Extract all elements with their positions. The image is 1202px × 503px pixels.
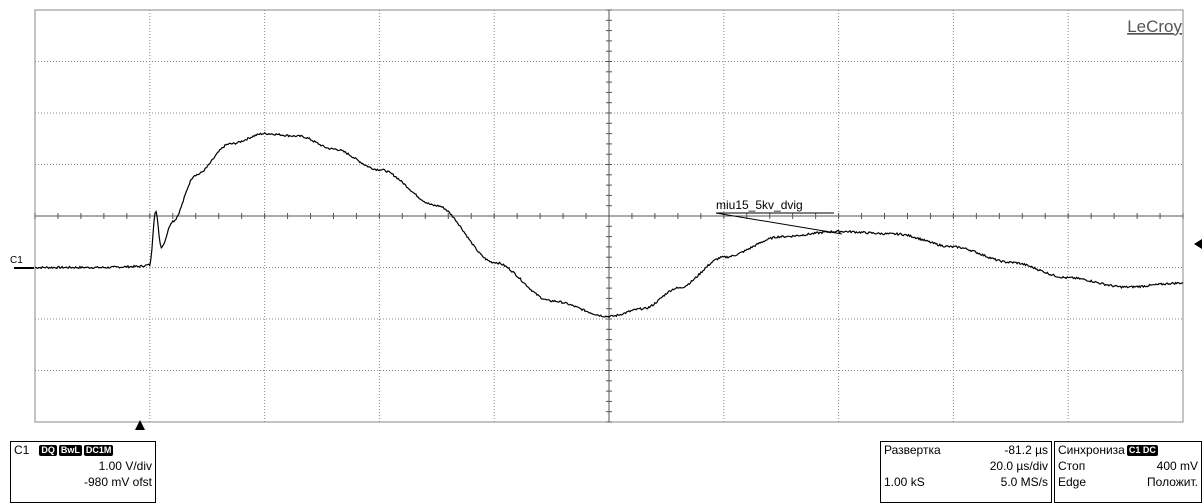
trigger-type: Edge <box>1058 475 1087 489</box>
timebase-sample-rate: 5.0 MS/s <box>1000 475 1048 489</box>
timebase-delay: -81.2 µs <box>1004 443 1048 457</box>
graticule-ticks <box>34 9 1184 423</box>
channel-name: C1 <box>14 443 30 457</box>
trigger-label: Синхрониза <box>1058 443 1125 457</box>
trigger-position-marker[interactable] <box>135 420 145 430</box>
trigger-level-marker[interactable] <box>1194 239 1202 249</box>
timebase-label: Развертка <box>884 443 941 457</box>
timebase-panel[interactable]: Развертка -81.2 µs 20.0 µs/div 1.00 kS 5… <box>880 441 1052 503</box>
trigger-source-badge: C1 DC <box>1126 444 1158 456</box>
timebase-samples: 1.00 kS <box>884 475 925 489</box>
channel-badge-coupling: DC1M <box>83 444 114 456</box>
trigger-level: 400 mV <box>1156 459 1198 473</box>
channel-offset: -980 mV ofst <box>83 475 152 489</box>
channel-scale: 1.00 V/div <box>98 459 152 473</box>
brand-logo: LeCroy <box>1127 17 1182 36</box>
channel-badge-bwl: BwL <box>58 444 82 456</box>
oscilloscope-display: miu15_5kv_dvig LeCroy C1 <box>10 9 1202 430</box>
annotation-label: miu15_5kv_dvig <box>716 198 803 212</box>
trigger-panel[interactable]: Синхрониза C1 DC Стоп 400 mV Edge Положи… <box>1054 441 1202 503</box>
annotation-leader <box>715 212 843 235</box>
trigger-slope: Положит. <box>1147 475 1198 489</box>
trigger-mode: Стоп <box>1058 459 1086 473</box>
channel-panel[interactable]: C1 DQ BwL DC1M 1.00 V/div -980 mV ofst <box>10 441 156 503</box>
timebase-time-per-div: 20.0 µs/div <box>989 459 1048 473</box>
waveform-trace <box>34 132 1184 319</box>
channel-badge-dq: DQ <box>39 444 57 456</box>
channel-trace-label: C1 <box>10 255 23 266</box>
